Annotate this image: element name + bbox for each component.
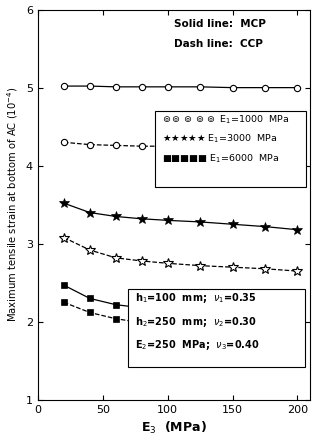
Text: E$_2$=250  MPa;  $\nu_3$=0.40: E$_2$=250 MPa; $\nu_3$=0.40 (135, 338, 259, 352)
X-axis label: E$_3$  (MPa): E$_3$ (MPa) (141, 420, 207, 436)
Text: Dash line:  CCP: Dash line: CCP (174, 39, 263, 49)
Text: Solid line:  MCP: Solid line: MCP (174, 19, 266, 29)
Text: $\bigstar\bigstar\bigstar\bigstar\bigstar$ E$_1$=3000  MPa: $\bigstar\bigstar\bigstar\bigstar\bigsta… (162, 133, 277, 145)
Text: $\circledcirc\circledcirc\circledcirc\circledcirc\circledcirc$ E$_1$=1000  MPa: $\circledcirc\circledcirc\circledcirc\ci… (162, 113, 289, 126)
Text: h$_2$=250  mm;  $\nu_2$=0.30: h$_2$=250 mm; $\nu_2$=0.30 (135, 315, 257, 329)
FancyBboxPatch shape (155, 111, 306, 187)
Y-axis label: Maximum tensile strain at bottom of AC (10$^{-4}$): Maximum tensile strain at bottom of AC (… (6, 87, 20, 323)
Text: h$_1$=100  mm;  $\nu_1$=0.35: h$_1$=100 mm; $\nu_1$=0.35 (135, 291, 256, 305)
FancyBboxPatch shape (128, 289, 305, 367)
Text: $\blacksquare\blacksquare\blacksquare\blacksquare\blacksquare$ E$_1$=6000  MPa: $\blacksquare\blacksquare\blacksquare\bl… (162, 152, 280, 164)
